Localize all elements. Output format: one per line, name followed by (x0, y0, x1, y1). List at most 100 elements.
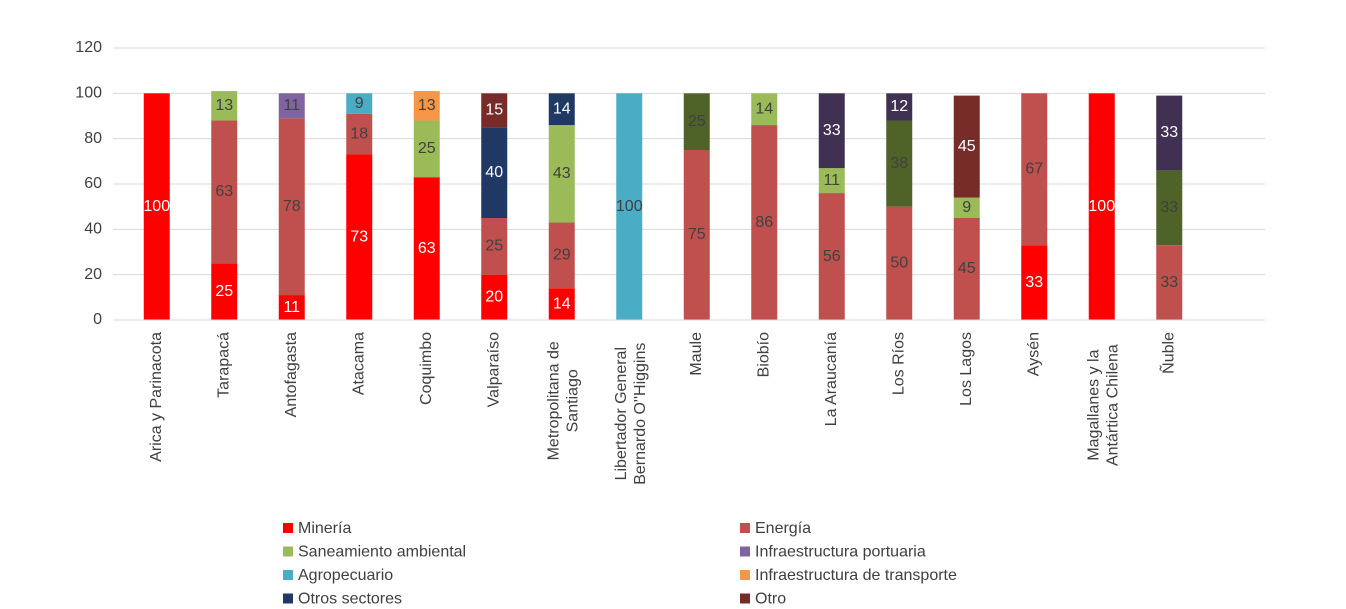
y-tick-label: 80 (84, 130, 102, 147)
bar-segment (548, 288, 575, 320)
bar-segment (683, 150, 710, 320)
data-label: 11 (823, 172, 840, 189)
bar-segment (1156, 245, 1183, 320)
data-label: 25 (418, 140, 436, 157)
bar-segment (818, 93, 845, 169)
data-label: 56 (823, 248, 841, 265)
data-label: 43 (553, 165, 571, 182)
bar-segment (278, 93, 305, 119)
y-tick-label: 0 (93, 311, 102, 328)
data-label: 14 (553, 295, 571, 312)
x-tick-label: Libertador General Bernardo O''Higgins (613, 343, 649, 485)
bar-segment (886, 120, 913, 207)
data-label: 11 (283, 299, 300, 316)
data-label: 33 (1160, 124, 1178, 141)
legend-swatch (283, 570, 293, 580)
bar-segment (1156, 95, 1183, 171)
bar-segment (211, 263, 238, 320)
bar-segment (278, 118, 305, 296)
data-label: 100 (143, 198, 170, 215)
x-tick-label: Aysén (1025, 332, 1042, 376)
legend-label: Agropecuario (298, 567, 393, 584)
bar-segment (346, 93, 373, 114)
x-tick-label: Magallanes y la Antártica Chilena (1085, 344, 1121, 466)
data-label: 86 (755, 214, 773, 231)
x-tick-label: Coquimbo (418, 332, 435, 405)
y-tick-label: 20 (84, 266, 102, 283)
bar-segment (548, 93, 575, 126)
y-tick-label: 120 (75, 39, 102, 56)
bar-segment (886, 93, 913, 121)
legend-label: Otro (755, 591, 786, 608)
data-label: 13 (215, 97, 233, 114)
bar-segment (818, 193, 845, 320)
bar-segment (548, 222, 575, 289)
data-label: 67 (1025, 160, 1043, 177)
data-label: 45 (958, 260, 976, 277)
legend-label: Minería (298, 520, 351, 537)
x-tick-label: Arica y Parinacota (148, 332, 165, 462)
data-label: 45 (958, 138, 976, 155)
bar-segment (1088, 93, 1115, 320)
data-label: 20 (485, 289, 503, 306)
data-label: 18 (350, 125, 368, 142)
data-label: 33 (1025, 274, 1043, 291)
bar-segment (346, 154, 373, 320)
data-label: 63 (418, 240, 436, 257)
legend-swatch (740, 546, 750, 557)
legend-swatch (740, 523, 750, 533)
legend-swatch (740, 570, 750, 580)
x-tick-label: Los Ríos (890, 332, 907, 395)
data-label: 14 (553, 100, 571, 117)
data-label: 12 (890, 98, 908, 115)
data-label: 73 (350, 228, 368, 245)
bar-segment (751, 125, 778, 320)
bar-segment (481, 218, 508, 275)
legend-swatch (283, 523, 293, 533)
data-label: 9 (355, 95, 364, 112)
data-label: 14 (755, 100, 773, 117)
bar-segment (751, 93, 778, 126)
bar-segment (683, 93, 710, 150)
bar-segment (1021, 93, 1048, 246)
data-label: 78 (283, 198, 301, 215)
bar-segment (1156, 170, 1183, 246)
legend-label: Infraestructura de transporte (755, 567, 957, 584)
bar-segment (481, 93, 508, 128)
bar-segment (346, 113, 373, 155)
data-label: 9 (962, 199, 971, 216)
y-tick-label: 60 (84, 175, 102, 192)
x-tick-label: Metropolitana de Santiago (545, 341, 581, 460)
data-label: 33 (1160, 274, 1178, 291)
data-label: 100 (616, 198, 643, 215)
bar-segment (548, 125, 575, 223)
bar-segment (953, 197, 980, 218)
data-label: 75 (688, 226, 706, 243)
x-tick-label: La Araucanía (823, 332, 840, 426)
bar-segment (211, 120, 238, 264)
data-label: 15 (485, 102, 503, 119)
data-label: 25 (688, 113, 706, 130)
data-label: 29 (553, 247, 571, 264)
bar-segment (1021, 245, 1048, 320)
x-tick-label: Atacama (350, 332, 367, 395)
data-label: 100 (1088, 198, 1115, 215)
legend-label: Saneamiento ambiental (298, 544, 466, 561)
legend-swatch (740, 593, 750, 604)
bar-segment (953, 95, 980, 198)
legend-label: Otros sectores (298, 591, 402, 608)
bar-segment (278, 295, 305, 320)
bar-segment (143, 93, 170, 320)
data-label: 63 (215, 183, 233, 200)
x-tick-label: Valparaíso (485, 332, 502, 407)
bar-segment (953, 218, 980, 320)
data-label: 50 (890, 255, 908, 272)
bar-segment (413, 91, 440, 121)
bar-segment (413, 120, 440, 178)
bar-segment (481, 274, 508, 320)
y-tick-label: 40 (84, 221, 102, 238)
data-label: 33 (823, 122, 841, 139)
x-tick-label: Biobío (755, 332, 772, 377)
data-label: 13 (418, 97, 436, 114)
